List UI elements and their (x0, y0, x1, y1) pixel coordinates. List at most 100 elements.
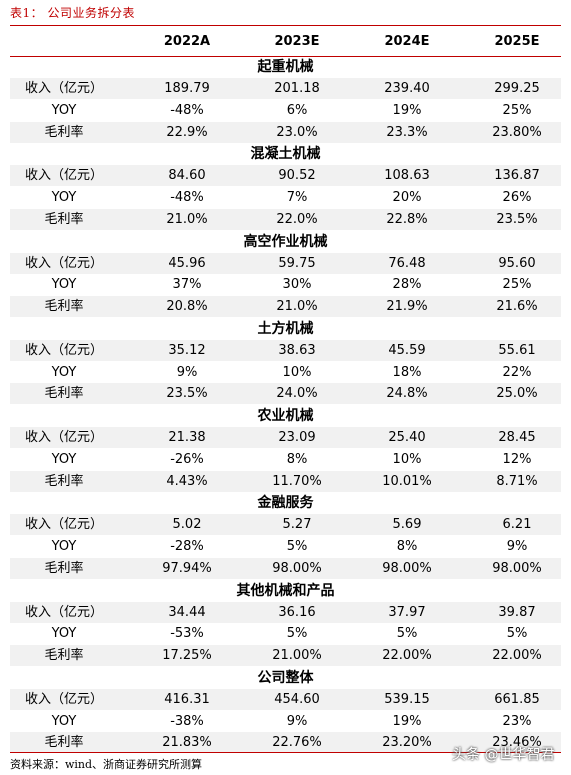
row-label: YOY (51, 190, 77, 205)
section-title: 其他机械和产品 (236, 582, 335, 599)
table-cell: 12% (502, 451, 532, 467)
row-label: 毛利率 (44, 299, 84, 314)
table-cell: 39.87 (498, 604, 536, 620)
table-cell: 95.60 (498, 255, 536, 271)
table-cell: 22.0% (276, 211, 318, 227)
table-cell: 8% (396, 539, 418, 554)
table-row: YOY -48% 7% 20% 26% (10, 187, 561, 208)
table-cell: 24.0% (276, 386, 318, 402)
table-cell: 9% (506, 539, 528, 554)
table-cell: 10% (392, 451, 422, 467)
table-row: 毛利率 4.43% 11.70% 10.01% 8.71% (10, 470, 561, 492)
table-cell: 11.70% (272, 473, 322, 489)
table-cell: 23.20% (382, 735, 432, 751)
table-row: 收入（亿元） 34.44 36.16 37.97 39.87 (10, 601, 561, 623)
table-cell: 84.60 (168, 168, 206, 184)
table-cell: 20.8% (166, 299, 208, 314)
table-row: 收入（亿元） 416.31 454.60 539.15 661.85 (10, 688, 561, 710)
table-cell: 98.00% (382, 560, 432, 576)
table-cell: 36.16 (278, 604, 316, 620)
table-cell: 25.40 (388, 430, 426, 445)
table-cell: 97.94% (162, 560, 212, 576)
table-row: YOY 37% 30% 28% 25% (10, 274, 561, 295)
table-cell: -48% (170, 102, 204, 118)
row-label: 毛利率 (44, 124, 84, 140)
table-row: 毛利率 97.94% 98.00% 98.00% 98.00% (10, 557, 561, 579)
table-cell: 25% (502, 277, 532, 293)
table-cell: 10.01% (382, 473, 432, 489)
table-row: 毛利率 21.83% 22.76% 23.20% 23.46% (10, 732, 561, 754)
table-cell: 21.00% (272, 648, 322, 663)
table-cell: 299.25 (494, 81, 540, 96)
table-cell: 21.6% (496, 299, 538, 314)
table-cell: 45.59 (388, 342, 426, 358)
row-label: 收入（亿元） (24, 517, 103, 533)
table-cell: 19% (392, 713, 422, 729)
row-label: 收入（亿元） (24, 604, 103, 620)
source-note: 资料来源：wind、浙商证券研究所测算 (10, 758, 203, 771)
section-title: 农业机械 (257, 408, 314, 424)
section-title: 高空作业机械 (243, 233, 328, 250)
table-cell: 21.9% (386, 299, 428, 314)
row-label: YOY (51, 102, 77, 118)
table-cell: 34.44 (168, 604, 206, 620)
row-label: 收入（亿元） (24, 168, 103, 184)
column-header: 2025E (494, 34, 540, 49)
row-label: 收入（亿元） (24, 255, 103, 271)
table-cell: 8.71% (496, 473, 538, 489)
row-label: 毛利率 (44, 386, 84, 402)
table-cell: 22.00% (382, 648, 432, 663)
section-title: 金融服务 (257, 495, 314, 512)
table-row: YOY -38% 9% 19% 23% (10, 711, 561, 732)
table-cell: 23.09 (278, 430, 316, 445)
table-cell: 7% (286, 190, 308, 205)
top-rule (10, 25, 561, 26)
row-label: 毛利率 (44, 211, 84, 227)
table-cell: 10% (282, 364, 312, 380)
table-cell: 108.63 (384, 168, 430, 184)
table-cell: 26% (502, 190, 532, 205)
table-cell: 38.63 (278, 342, 316, 358)
table-cell: 23.5% (166, 386, 208, 402)
row-label: 毛利率 (44, 473, 84, 489)
table-cell: 5% (396, 626, 418, 642)
table-cell: 21.0% (276, 299, 318, 314)
row-label: YOY (51, 626, 77, 642)
table-cell: 76.48 (388, 255, 426, 271)
row-label: 毛利率 (44, 648, 84, 663)
table-cell: -53% (170, 626, 204, 642)
table-cell: 239.40 (384, 81, 430, 96)
table-cell: 23.46% (492, 735, 542, 751)
table-cell: 5% (506, 626, 528, 642)
table-row: YOY 9% 10% 18% 22% (10, 362, 561, 383)
table-cell: 23.5% (496, 211, 538, 227)
table-cell: 24.8% (386, 386, 428, 402)
table-caption: 表1： 公司业务拆分表 (10, 6, 135, 20)
table-cell: 98.00% (272, 560, 322, 576)
table-row: 收入（亿元） 21.38 23.09 25.40 28.45 (10, 427, 561, 448)
column-header: 2023E (274, 34, 320, 49)
table-cell: 37% (172, 277, 202, 293)
column-header: 2022A (163, 34, 211, 49)
table-row: YOY -26% 8% 10% 12% (10, 449, 561, 470)
table-row: 毛利率 23.5% 24.0% 24.8% 25.0% (10, 383, 561, 405)
table-row: YOY -53% 5% 5% 5% (10, 623, 561, 644)
table-cell: 5.69 (392, 517, 422, 533)
table-cell: 661.85 (494, 691, 540, 707)
table-cell: 23.3% (386, 124, 428, 140)
table-cell: 136.87 (494, 168, 540, 184)
table-row: 收入（亿元） 45.96 59.75 76.48 95.60 (10, 252, 561, 274)
table-cell: 23.80% (492, 124, 542, 140)
table-cell: 4.43% (166, 473, 208, 489)
table-cell: 35.12 (168, 342, 206, 358)
table-row: 收入（亿元） 84.60 90.52 108.63 136.87 (10, 165, 561, 187)
table-row: 收入（亿元） 189.79 201.18 239.40 299.25 (10, 78, 561, 99)
table-cell: 416.31 (164, 691, 210, 707)
table-row: 毛利率 17.25% 21.00% 22.00% 22.00% (10, 645, 561, 666)
row-label: 收入（亿元） (24, 342, 103, 358)
table-cell: 5% (286, 626, 308, 642)
table-cell: 6% (286, 102, 308, 118)
table-cell: 8% (286, 451, 308, 467)
table-cell: -48% (170, 190, 204, 205)
table-cell: 21.38 (168, 430, 206, 445)
